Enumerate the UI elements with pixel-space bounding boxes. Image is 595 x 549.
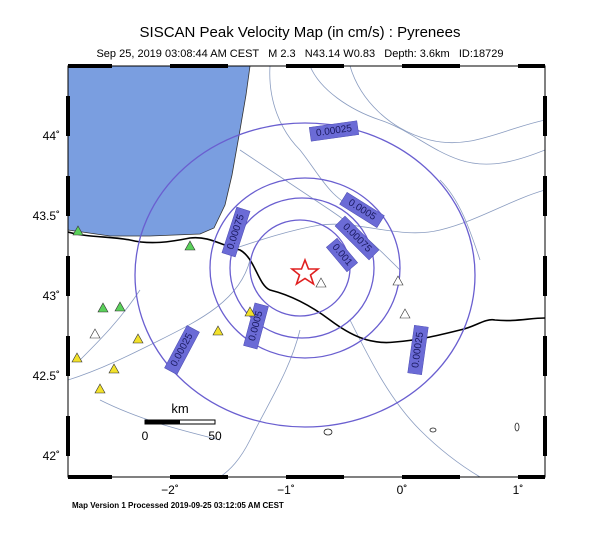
path (219, 329, 301, 477)
path (184, 240, 196, 251)
path (392, 275, 404, 286)
path (89, 328, 101, 339)
islands (323, 422, 520, 436)
scale-bar: km 0 50 (142, 401, 222, 443)
lat-labels: 44˚ 43.5˚ 43˚ 42.5˚ 42˚ (33, 129, 60, 463)
path (244, 306, 256, 317)
path (71, 352, 83, 363)
scale-unit: km (171, 401, 188, 416)
ellipse (229, 197, 375, 339)
stations (71, 225, 411, 394)
path (439, 179, 481, 261)
lon-labels: −2˚ −1˚ 0˚ 1˚ (161, 483, 523, 497)
rect (243, 302, 269, 350)
rect (339, 192, 385, 228)
rect (221, 206, 251, 258)
lon-label: −1˚ (277, 483, 295, 497)
lat-label: 44˚ (43, 129, 60, 143)
lat-label: 43˚ (43, 289, 60, 303)
path (269, 66, 361, 211)
path (79, 289, 141, 361)
contours (134, 122, 476, 428)
map-area: 0.00025 0.0005 0.00075 0.001 0.00075 0.0… (66, 64, 547, 479)
lat-label: 42.5˚ (33, 369, 60, 383)
map-content: 0.00025 0.0005 0.00075 0.001 0.00075 0.0… (68, 66, 545, 477)
border (68, 231, 545, 344)
rivers (68, 66, 545, 477)
path (309, 66, 545, 165)
ellipse (323, 428, 333, 436)
scale-end: 50 (208, 429, 222, 443)
rect (308, 120, 360, 142)
ellipse (429, 427, 437, 433)
contour-label-text: 0.00025 (410, 331, 426, 369)
ocean (68, 66, 251, 237)
ellipse (134, 122, 476, 428)
path (239, 149, 401, 271)
frame-ticks (66, 64, 547, 479)
lon-label: −2˚ (161, 483, 179, 497)
path (72, 225, 84, 236)
epicenter (289, 257, 321, 286)
path (132, 333, 144, 344)
contour-label: 0.00025 (407, 324, 429, 376)
path (349, 66, 545, 144)
title: SISCAN Peak Velocity Map (in cm/s) : Pyr… (140, 24, 461, 41)
contour-label: 0.0005 (243, 302, 269, 350)
lon-label: 1˚ (513, 483, 524, 497)
path (399, 308, 411, 319)
footer: Map Version 1 Processed 2019-09-25 03:12… (72, 501, 284, 510)
lat-label: 43.5˚ (33, 209, 60, 223)
scale-start: 0 (142, 429, 149, 443)
path (229, 189, 545, 251)
rect (326, 237, 358, 273)
subtitle: Sep 25, 2019 03:08:44 AM CEST M 2.3 N43.… (96, 48, 503, 60)
path (114, 301, 126, 312)
ellipse (514, 422, 520, 432)
path (94, 383, 106, 394)
path (68, 259, 251, 381)
rect (164, 325, 200, 375)
lon-label: 0˚ (397, 483, 408, 497)
path (97, 302, 109, 313)
contour-label-text: 0.00025 (315, 123, 353, 139)
rect (407, 324, 429, 376)
lat-label: 42˚ (43, 449, 60, 463)
path (349, 319, 481, 477)
path (315, 277, 327, 288)
path (108, 363, 120, 374)
rect (334, 215, 380, 261)
ellipse (209, 177, 401, 359)
contour-label: 0.00025 (308, 120, 360, 142)
path (212, 325, 224, 336)
rect (145, 420, 180, 424)
